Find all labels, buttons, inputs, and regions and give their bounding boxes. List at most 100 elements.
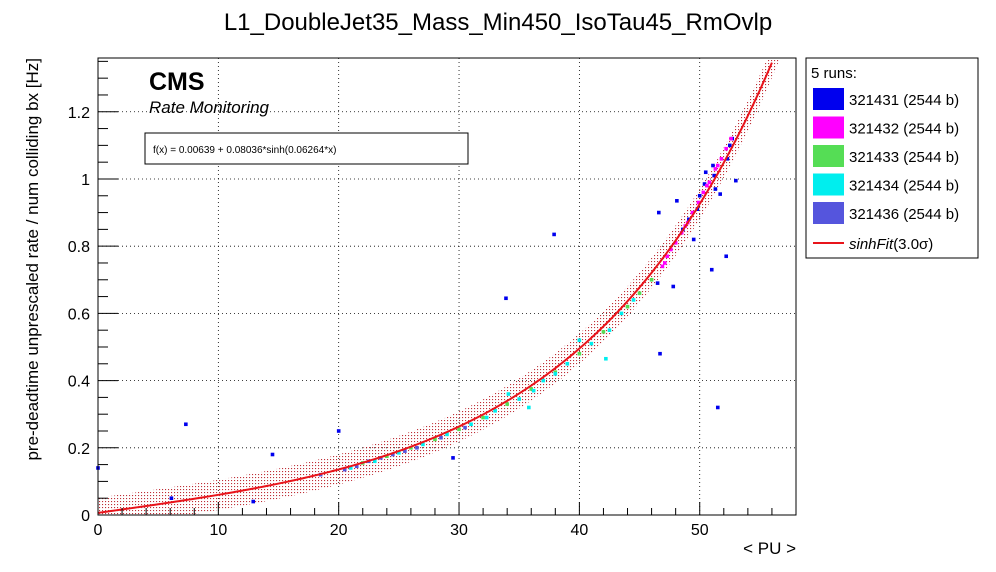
y-tick-label: 0.2 bbox=[68, 441, 90, 458]
data-point bbox=[715, 163, 720, 168]
data-point bbox=[712, 173, 716, 178]
data-point bbox=[529, 387, 534, 391]
data-point bbox=[604, 356, 608, 361]
data-point bbox=[397, 451, 401, 455]
data-point bbox=[270, 452, 275, 457]
data-point bbox=[409, 445, 413, 450]
data-point bbox=[729, 136, 733, 141]
legend-entry-label: 321433 (2544 b) bbox=[849, 149, 959, 166]
data-point bbox=[657, 210, 661, 215]
data-point bbox=[715, 405, 720, 410]
data-point bbox=[637, 291, 642, 296]
data-point bbox=[553, 372, 558, 376]
x-tick-label: 10 bbox=[209, 522, 227, 539]
data-point bbox=[552, 232, 556, 237]
y-axis-title: pre-deadtime unprescaled rate / num coll… bbox=[23, 58, 42, 461]
data-point bbox=[403, 449, 407, 453]
legend-entries: 321431 (2544 b) 321432 (2544 b) 321433 (25… bbox=[813, 88, 959, 224]
data-point bbox=[463, 425, 467, 430]
data-point bbox=[673, 241, 678, 245]
data-point bbox=[336, 429, 341, 433]
data-point bbox=[415, 445, 419, 450]
series-points bbox=[348, 298, 636, 470]
legend-fit-name: sinhFit bbox=[849, 236, 894, 253]
data-point bbox=[663, 261, 667, 265]
data-point bbox=[734, 178, 738, 183]
data-point bbox=[701, 190, 706, 195]
legend-entry-label: 321431 (2544 b) bbox=[849, 92, 959, 109]
data-point bbox=[711, 163, 715, 168]
legend-entry-label: 321434 (2544 b) bbox=[849, 178, 959, 195]
x-axis-title: < PU > bbox=[743, 539, 796, 558]
chart-title: L1_DoubleJet35_Mass_Min450_IsoTau45_RmOv… bbox=[224, 9, 772, 36]
data-point bbox=[660, 264, 665, 269]
data-point bbox=[671, 284, 676, 289]
data-point bbox=[718, 192, 722, 196]
data-point bbox=[433, 437, 437, 442]
x-tick-label: 40 bbox=[570, 522, 588, 539]
legend-swatch bbox=[813, 145, 844, 167]
data-point bbox=[505, 402, 509, 406]
y-tick-label: 0 bbox=[81, 508, 90, 525]
data-point bbox=[517, 397, 522, 401]
legend-header: 5 runs: bbox=[811, 65, 857, 82]
legend-swatch bbox=[813, 88, 844, 110]
data-point bbox=[251, 499, 256, 504]
data-point bbox=[527, 405, 531, 410]
x-tick-label: 50 bbox=[691, 522, 709, 539]
data-point bbox=[421, 442, 425, 447]
legend-entry-label: 321432 (2544 b) bbox=[849, 121, 959, 138]
data-point bbox=[577, 351, 582, 356]
data-point bbox=[619, 311, 624, 316]
data-point bbox=[607, 328, 612, 332]
data-point bbox=[625, 304, 630, 309]
data-point bbox=[531, 388, 536, 393]
data-point bbox=[696, 200, 701, 205]
axis-tick-labels: 0 10 20 30 40 50 0 0.2 0.4 0.6 0.8 1 1.2 bbox=[68, 105, 709, 539]
data-point bbox=[728, 143, 732, 148]
data-point bbox=[702, 182, 707, 186]
data-point bbox=[665, 254, 670, 259]
legend-fit-sigma: (3.0σ) bbox=[893, 236, 933, 253]
axis-ticks bbox=[97, 60, 797, 516]
fit-band bbox=[98, 58, 781, 515]
x-tick-label: 0 bbox=[94, 522, 103, 539]
data-point bbox=[713, 187, 718, 191]
y-tick-label: 0.6 bbox=[68, 306, 90, 323]
data-point bbox=[649, 277, 654, 282]
legend: 5 runs: 321431 (2544 b)321432 (2544 b)32… bbox=[805, 57, 979, 259]
legend-entry-label: 321436 (2544 b) bbox=[849, 206, 959, 223]
cms-watermark: CMS bbox=[149, 68, 205, 96]
fit-formula-text: f(x) = 0.00639 + 0.08036*sinh(0.06264*x) bbox=[153, 145, 336, 156]
data-point bbox=[342, 467, 347, 472]
legend-fit-label: sinhFit(3.0σ) bbox=[849, 236, 933, 253]
data-point bbox=[484, 415, 489, 420]
y-tick-label: 1 bbox=[81, 172, 90, 189]
data-point bbox=[705, 183, 709, 188]
data-point bbox=[439, 435, 443, 440]
data-point bbox=[589, 341, 594, 346]
y-tick-label: 0.4 bbox=[68, 374, 90, 391]
y-tick-label: 1.2 bbox=[68, 105, 90, 122]
fit-sigma-band bbox=[98, 58, 781, 515]
data-point bbox=[690, 210, 695, 215]
data-point bbox=[707, 180, 712, 185]
y-tick-label: 0.8 bbox=[68, 239, 90, 256]
fit-line bbox=[97, 62, 773, 514]
data-point bbox=[719, 157, 724, 161]
legend-swatch bbox=[813, 116, 844, 139]
data-point bbox=[713, 167, 718, 171]
data-point bbox=[675, 199, 679, 203]
data-point bbox=[669, 247, 673, 252]
data-point bbox=[691, 237, 696, 242]
data-point bbox=[506, 392, 511, 396]
legend-swatch bbox=[813, 202, 844, 224]
data-point bbox=[354, 464, 359, 469]
data-point bbox=[372, 459, 377, 464]
fit-curve bbox=[97, 62, 773, 514]
data-point bbox=[631, 298, 636, 302]
data-point bbox=[451, 456, 455, 460]
data-point bbox=[184, 422, 188, 427]
